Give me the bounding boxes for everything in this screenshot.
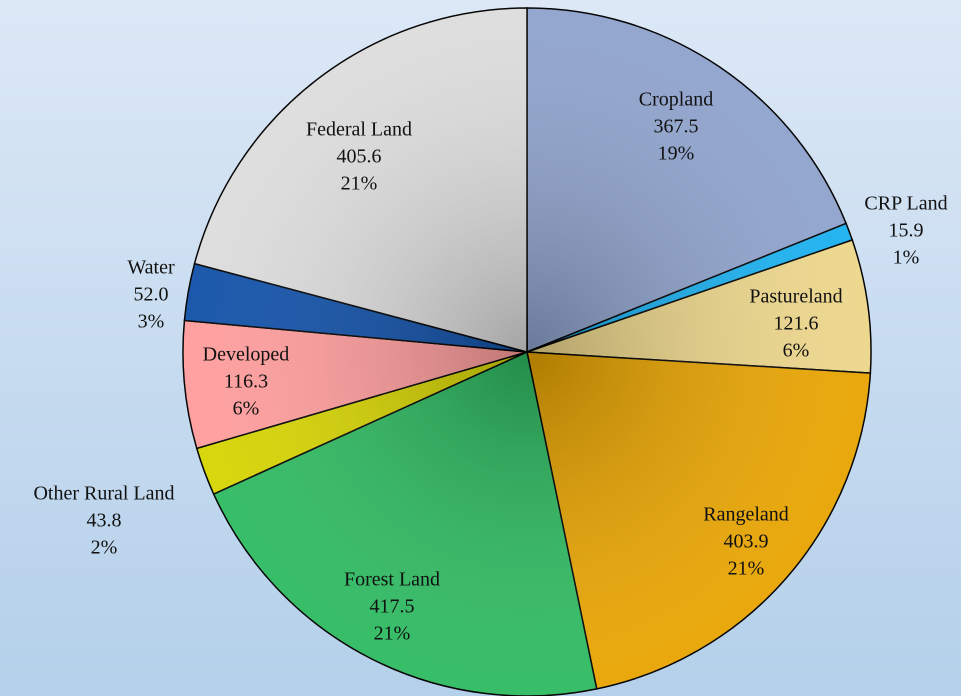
slice-label: Cropland: [639, 89, 713, 111]
value-label: 403.9: [724, 531, 769, 553]
value-label: 52.0: [134, 284, 169, 306]
percent-label: 6%: [233, 398, 260, 420]
labels: Cropland 367.5 19% CRP Land 15.9 1% Pasturelan…: [33, 89, 947, 645]
value-label: 405.6: [337, 146, 382, 168]
slice-label: Rangeland: [703, 504, 789, 526]
percent-label: 3%: [138, 311, 165, 333]
value-label: 417.5: [370, 596, 415, 618]
slice-label: Water: [127, 257, 175, 279]
slice-label: Pastureland: [749, 286, 842, 308]
percent-label: 21%: [728, 558, 765, 580]
value-label: 121.6: [774, 313, 819, 335]
slice-label: CRP Land: [864, 193, 947, 215]
percent-label: 6%: [783, 340, 810, 362]
slice-label: Other Rural Land: [33, 483, 174, 505]
percent-label: 2%: [91, 537, 118, 559]
value-label: 367.5: [654, 116, 699, 138]
slice-label: Forest Land: [344, 569, 440, 591]
percent-label: 1%: [893, 247, 920, 269]
slice-label: Developed: [203, 344, 290, 366]
percent-label: 21%: [374, 623, 411, 645]
value-label: 15.9: [889, 220, 924, 242]
value-label: 43.8: [87, 510, 122, 532]
percent-label: 19%: [658, 143, 695, 165]
slice-label: Federal Land: [306, 119, 412, 141]
value-label: 116.3: [224, 371, 268, 393]
percent-label: 21%: [341, 173, 378, 195]
